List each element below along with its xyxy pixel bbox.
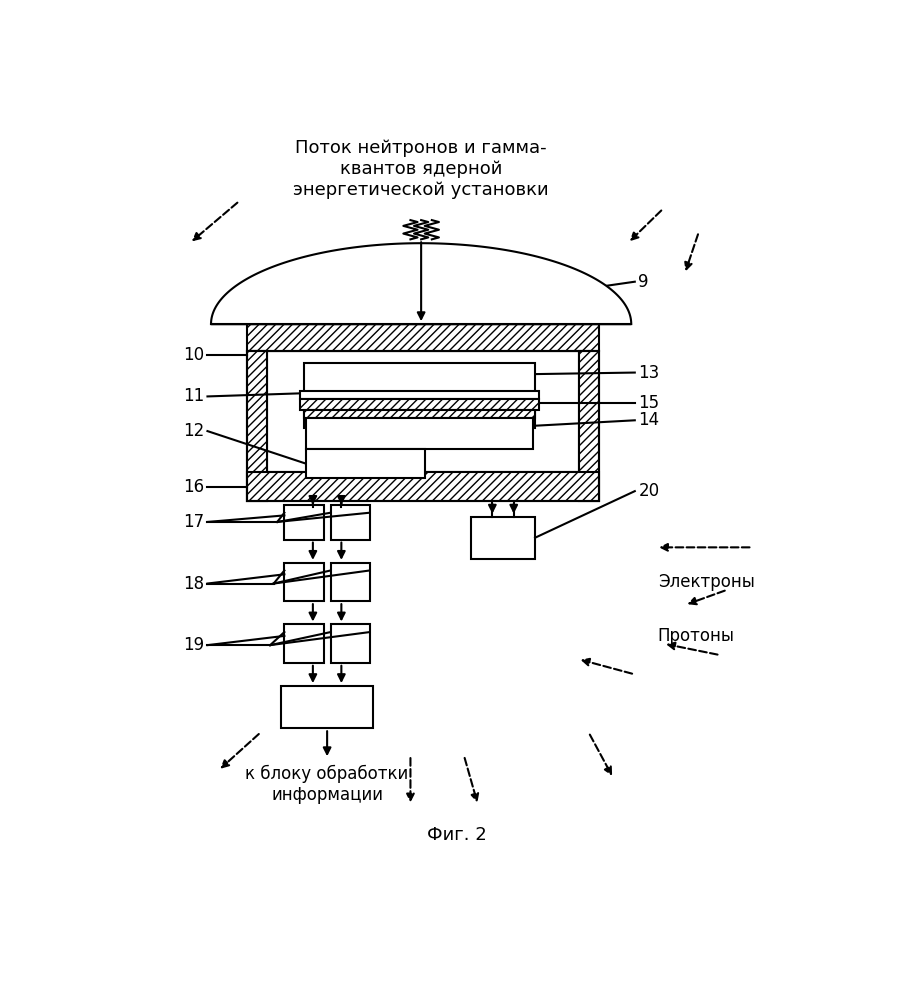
Text: 14: 14 <box>639 411 660 429</box>
Text: Фиг. 2: Фиг. 2 <box>426 826 487 844</box>
Bar <box>300 399 539 410</box>
Bar <box>284 563 323 601</box>
Bar <box>300 391 539 399</box>
Text: к блоку обработки
информации: к блоку обработки информации <box>245 765 409 804</box>
Bar <box>471 517 535 559</box>
Text: 11: 11 <box>183 387 204 405</box>
Bar <box>281 686 373 728</box>
Text: 16: 16 <box>183 478 204 496</box>
Bar <box>246 472 599 501</box>
Bar <box>579 351 599 501</box>
Text: Протоны: Протоны <box>658 627 734 645</box>
Bar <box>306 418 533 449</box>
Text: 18: 18 <box>183 575 204 593</box>
Text: Электроны: Электроны <box>658 573 754 591</box>
Bar <box>306 449 425 478</box>
Text: 10: 10 <box>183 346 204 364</box>
Bar <box>331 563 369 601</box>
Bar <box>246 324 599 351</box>
Text: 17: 17 <box>183 513 204 531</box>
Text: 13: 13 <box>639 364 660 382</box>
Text: 12: 12 <box>183 422 204 440</box>
Bar <box>246 351 267 501</box>
Bar <box>303 363 535 428</box>
Bar <box>303 410 535 418</box>
Text: 9: 9 <box>639 273 649 291</box>
Text: 19: 19 <box>183 636 204 654</box>
Text: 15: 15 <box>639 394 660 412</box>
Bar <box>331 505 369 540</box>
Text: 20: 20 <box>639 482 660 500</box>
Bar <box>284 505 323 540</box>
Bar <box>246 351 599 501</box>
Polygon shape <box>211 243 631 324</box>
Text: Поток нейтронов и гамма-
квантов ядерной
энергетической установки: Поток нейтронов и гамма- квантов ядерной… <box>293 139 549 199</box>
Bar <box>267 351 579 472</box>
Bar <box>331 624 369 663</box>
Bar <box>284 624 323 663</box>
